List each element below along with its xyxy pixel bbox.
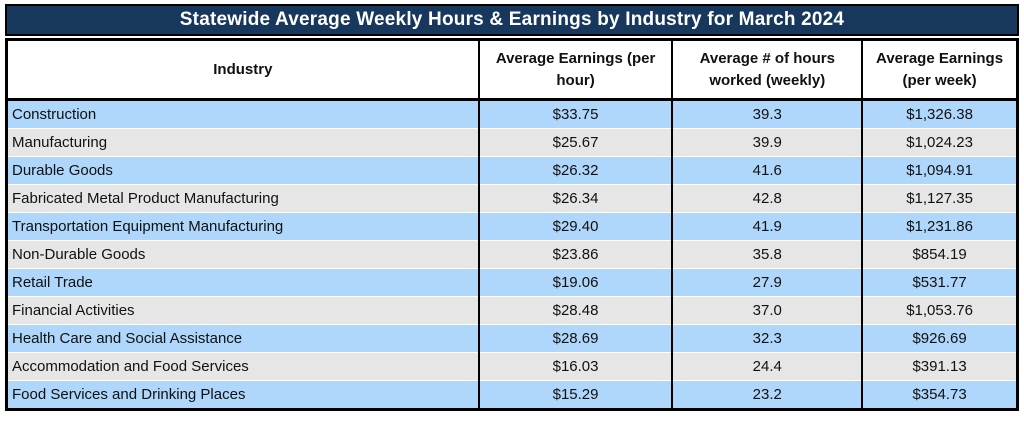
column-header-hourly-earnings: Average Earnings (per hour) <box>477 39 673 101</box>
table-row: Durable Goods $26.32 41.6 $1,094.91 <box>6 156 1018 185</box>
industry-cell: Transportation Equipment Manufacturing <box>6 212 479 241</box>
industry-cell: Retail Trade <box>6 268 479 297</box>
weekly-hours-cell: 42.8 <box>671 184 863 213</box>
column-header-weekly-hours: Average # of hours worked (weekly) <box>671 39 863 101</box>
weekly-earnings-cell: $1,094.91 <box>861 156 1018 185</box>
industry-cell: Food Services and Drinking Places <box>6 380 479 410</box>
hourly-earnings-cell: $26.34 <box>477 184 673 213</box>
table-row: Fabricated Metal Product Manufacturing $… <box>6 184 1018 213</box>
industry-cell: Financial Activities <box>6 296 479 325</box>
column-header-industry: Industry <box>6 39 479 101</box>
hourly-earnings-cell: $19.06 <box>477 268 673 297</box>
table-row: Transportation Equipment Manufacturing $… <box>6 212 1018 241</box>
table-body: Construction $33.75 39.3 $1,326.38 Manuf… <box>6 99 1018 410</box>
weekly-hours-cell: 37.0 <box>671 296 863 325</box>
weekly-earnings-cell: $531.77 <box>861 268 1018 297</box>
hourly-earnings-cell: $25.67 <box>477 128 673 157</box>
weekly-earnings-cell: $1,127.35 <box>861 184 1018 213</box>
hourly-earnings-cell: $15.29 <box>477 380 673 410</box>
table-header: Industry Average Earnings (per hour) Ave… <box>6 39 1018 101</box>
industry-earnings-table: Industry Average Earnings (per hour) Ave… <box>5 38 1019 411</box>
table-row: Manufacturing $25.67 39.9 $1,024.23 <box>6 128 1018 157</box>
table-row: Food Services and Drinking Places $15.29… <box>6 380 1018 410</box>
weekly-hours-cell: 39.9 <box>671 128 863 157</box>
weekly-hours-cell: 35.8 <box>671 240 863 269</box>
industry-cell: Construction <box>6 99 479 129</box>
weekly-earnings-cell: $354.73 <box>861 380 1018 410</box>
industry-cell: Fabricated Metal Product Manufacturing <box>6 184 479 213</box>
table-row: Financial Activities $28.48 37.0 $1,053.… <box>6 296 1018 325</box>
industry-cell: Accommodation and Food Services <box>6 352 479 381</box>
weekly-hours-cell: 32.3 <box>671 324 863 353</box>
weekly-earnings-cell: $1,053.76 <box>861 296 1018 325</box>
industry-cell: Durable Goods <box>6 156 479 185</box>
column-header-weekly-earnings: Average Earnings (per week) <box>861 39 1018 101</box>
weekly-earnings-cell: $391.13 <box>861 352 1018 381</box>
table-row: Construction $33.75 39.3 $1,326.38 <box>6 99 1018 129</box>
weekly-earnings-cell: $1,231.86 <box>861 212 1018 241</box>
table-row: Health Care and Social Assistance $28.69… <box>6 324 1018 353</box>
industry-cell: Manufacturing <box>6 128 479 157</box>
weekly-earnings-cell: $926.69 <box>861 324 1018 353</box>
weekly-earnings-cell: $1,024.23 <box>861 128 1018 157</box>
table-row: Non-Durable Goods $23.86 35.8 $854.19 <box>6 240 1018 269</box>
hourly-earnings-cell: $28.69 <box>477 324 673 353</box>
table-title: Statewide Average Weekly Hours & Earning… <box>179 9 845 30</box>
hourly-earnings-cell: $28.48 <box>477 296 673 325</box>
weekly-hours-cell: 24.4 <box>671 352 863 381</box>
hourly-earnings-cell: $29.40 <box>477 212 673 241</box>
industry-cell: Non-Durable Goods <box>6 240 479 269</box>
header-row: Industry Average Earnings (per hour) Ave… <box>6 39 1018 101</box>
hourly-earnings-cell: $16.03 <box>477 352 673 381</box>
weekly-hours-cell: 41.6 <box>671 156 863 185</box>
hourly-earnings-cell: $23.86 <box>477 240 673 269</box>
table-row: Accommodation and Food Services $16.03 2… <box>6 352 1018 381</box>
table-title-bar: Statewide Average Weekly Hours & Earning… <box>5 4 1019 36</box>
weekly-earnings-cell: $854.19 <box>861 240 1018 269</box>
weekly-hours-cell: 23.2 <box>671 380 863 410</box>
industry-cell: Health Care and Social Assistance <box>6 324 479 353</box>
weekly-hours-cell: 39.3 <box>671 99 863 129</box>
weekly-hours-cell: 27.9 <box>671 268 863 297</box>
hourly-earnings-cell: $33.75 <box>477 99 673 129</box>
hourly-earnings-cell: $26.32 <box>477 156 673 185</box>
table-row: Retail Trade $19.06 27.9 $531.77 <box>6 268 1018 297</box>
weekly-earnings-cell: $1,326.38 <box>861 99 1018 129</box>
weekly-hours-cell: 41.9 <box>671 212 863 241</box>
